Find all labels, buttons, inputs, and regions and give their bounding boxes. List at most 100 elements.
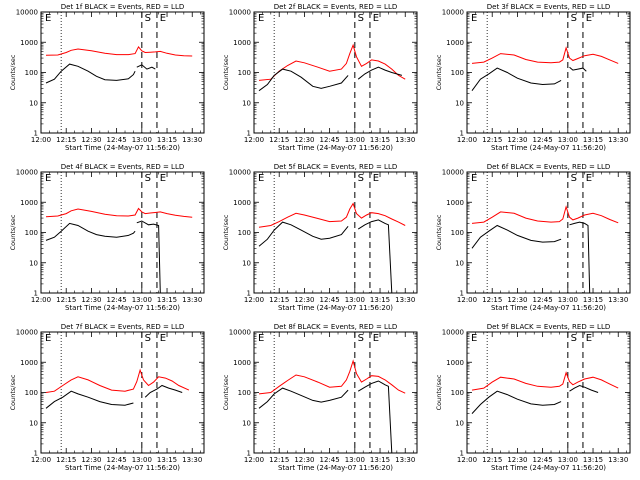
x-tick-label: 12:15 bbox=[56, 136, 76, 144]
y-tick-label: 10 bbox=[29, 259, 38, 267]
y-axis-label: Counts/sec bbox=[9, 374, 17, 410]
x-tick-label: 12:45 bbox=[533, 136, 553, 144]
y-tick-label: 1000 bbox=[20, 39, 38, 47]
y-tick-label: 100 bbox=[25, 229, 38, 237]
y-tick-label: 10000 bbox=[442, 329, 464, 337]
x-tick-label: 12:45 bbox=[320, 296, 340, 304]
corner-label: E bbox=[45, 333, 51, 344]
series-lld-line bbox=[258, 359, 406, 395]
x-axis-label: Start Time (24-May-07 11:56:20) bbox=[491, 144, 606, 152]
marker-label-e: E bbox=[373, 333, 379, 344]
panel-2: Det 2f BLACK = Events, RED = LLD 1 10 100 10… bbox=[222, 3, 418, 152]
series-events-line-segment bbox=[136, 64, 156, 70]
x-tick-label: 12:30 bbox=[81, 456, 101, 464]
x-axis-label: Start Time (24-May-07 11:56:20) bbox=[65, 304, 180, 312]
x-tick-label: 13:15 bbox=[370, 136, 390, 144]
x-tick-label: 12:45 bbox=[320, 456, 340, 464]
series-events-line-segment bbox=[569, 384, 599, 393]
y-tick-label: 1000 bbox=[446, 39, 464, 47]
y-tick-label: 10 bbox=[29, 99, 38, 107]
series-events-line bbox=[471, 67, 562, 91]
x-tick-label: 12:30 bbox=[507, 296, 527, 304]
x-tick-label: 12:45 bbox=[107, 136, 127, 144]
x-tick-label: 13:00 bbox=[345, 456, 365, 464]
marker-label-e: E bbox=[586, 13, 592, 24]
x-tick-label: 13:30 bbox=[182, 136, 202, 144]
corner-label: E bbox=[45, 13, 51, 24]
x-tick-label: 13:15 bbox=[370, 296, 390, 304]
panel-title: Det 5f BLACK = Events, RED = LLD bbox=[274, 163, 397, 171]
x-axis-label: Start Time (24-May-07 11:56:20) bbox=[278, 304, 393, 312]
x-tick-label: 13:00 bbox=[558, 456, 578, 464]
panel-5: Det 5f BLACK = Events, RED = LLD 1 10 100 10… bbox=[222, 163, 418, 312]
panel-6: Det 6f BLACK = Events, RED = LLD 1 10 100 10… bbox=[435, 163, 631, 312]
y-axis-label: Counts/sec bbox=[9, 214, 17, 250]
x-tick-label: 13:30 bbox=[182, 456, 202, 464]
x-tick-label: 12:15 bbox=[482, 136, 502, 144]
x-tick-label: 12:15 bbox=[269, 456, 289, 464]
y-tick-label: 10000 bbox=[16, 169, 38, 177]
y-tick-label: 10 bbox=[29, 419, 38, 427]
y-tick-label: 100 bbox=[238, 69, 251, 77]
series-events-line bbox=[45, 390, 134, 409]
marker-label-e: E bbox=[586, 173, 592, 184]
x-tick-label: 12:45 bbox=[533, 456, 553, 464]
y-tick-label: 1000 bbox=[233, 199, 251, 207]
series-events-line bbox=[471, 224, 562, 249]
y-tick-label: 10 bbox=[242, 99, 251, 107]
y-tick-label: 10 bbox=[242, 259, 251, 267]
x-tick-label: 12:15 bbox=[56, 296, 76, 304]
y-tick-label: 1000 bbox=[233, 359, 251, 367]
y-tick-label: 10 bbox=[455, 419, 464, 427]
marker-label-e: E bbox=[160, 173, 166, 184]
y-tick-label: 100 bbox=[25, 69, 38, 77]
panel-title: Det 7f BLACK = Events, RED = LLD bbox=[61, 323, 184, 331]
x-tick-label: 12:45 bbox=[320, 136, 340, 144]
x-tick-label: 13:30 bbox=[608, 296, 628, 304]
y-tick-label: 100 bbox=[25, 389, 38, 397]
y-axis-label: Counts/sec bbox=[435, 54, 443, 90]
x-axis-label: Start Time (24-May-07 11:56:20) bbox=[278, 464, 393, 472]
plot-frame bbox=[253, 331, 418, 454]
y-tick-label: 1 bbox=[247, 130, 251, 138]
marker-label-e: E bbox=[373, 173, 379, 184]
x-tick-label: 12:30 bbox=[507, 456, 527, 464]
x-tick-label: 12:30 bbox=[81, 296, 101, 304]
series-lld-line bbox=[258, 43, 406, 81]
series-lld-line bbox=[258, 202, 406, 228]
x-tick-label: 13:15 bbox=[157, 456, 177, 464]
marker-label-s: S bbox=[145, 173, 151, 184]
y-tick-label: 1000 bbox=[20, 199, 38, 207]
series-events-line-segment bbox=[136, 220, 161, 294]
y-axis-label: Counts/sec bbox=[222, 214, 230, 250]
y-axis-label: Counts/sec bbox=[222, 374, 230, 410]
series-events-line bbox=[45, 63, 136, 84]
y-tick-label: 100 bbox=[238, 389, 251, 397]
series-events-line bbox=[258, 387, 349, 409]
panel-1: Det 1f BLACK = Events, RED = LLD 1 10 100 10… bbox=[9, 3, 205, 152]
marker-label-s: S bbox=[571, 173, 577, 184]
x-tick-label: 13:15 bbox=[157, 296, 177, 304]
panel-title: Det 2f BLACK = Events, RED = LLD bbox=[274, 3, 397, 11]
panel-title: Det 6f BLACK = Events, RED = LLD bbox=[487, 163, 610, 171]
marker-label-e: E bbox=[160, 333, 166, 344]
y-tick-label: 10 bbox=[455, 99, 464, 107]
panel-title: Det 4f BLACK = Events, RED = LLD bbox=[61, 163, 184, 171]
x-axis-label: Start Time (24-May-07 11:56:20) bbox=[491, 304, 606, 312]
panel-title: Det 3f BLACK = Events, RED = LLD bbox=[487, 3, 610, 11]
corner-label: E bbox=[258, 173, 264, 184]
series-events-line-segment bbox=[144, 384, 183, 398]
marker-label-s: S bbox=[145, 333, 151, 344]
plot-frame bbox=[253, 171, 418, 294]
y-tick-label: 10000 bbox=[229, 9, 251, 17]
series-lld-line bbox=[471, 371, 619, 391]
panel-title: Det 8f BLACK = Events, RED = LLD bbox=[274, 323, 397, 331]
series-lld-line bbox=[45, 368, 190, 393]
y-tick-label: 100 bbox=[451, 389, 464, 397]
x-tick-label: 12:15 bbox=[269, 136, 289, 144]
y-tick-label: 1000 bbox=[446, 359, 464, 367]
marker-label-s: S bbox=[358, 173, 364, 184]
y-tick-label: 10000 bbox=[442, 9, 464, 17]
x-tick-label: 12:00 bbox=[31, 136, 51, 144]
x-tick-label: 12:00 bbox=[457, 136, 477, 144]
